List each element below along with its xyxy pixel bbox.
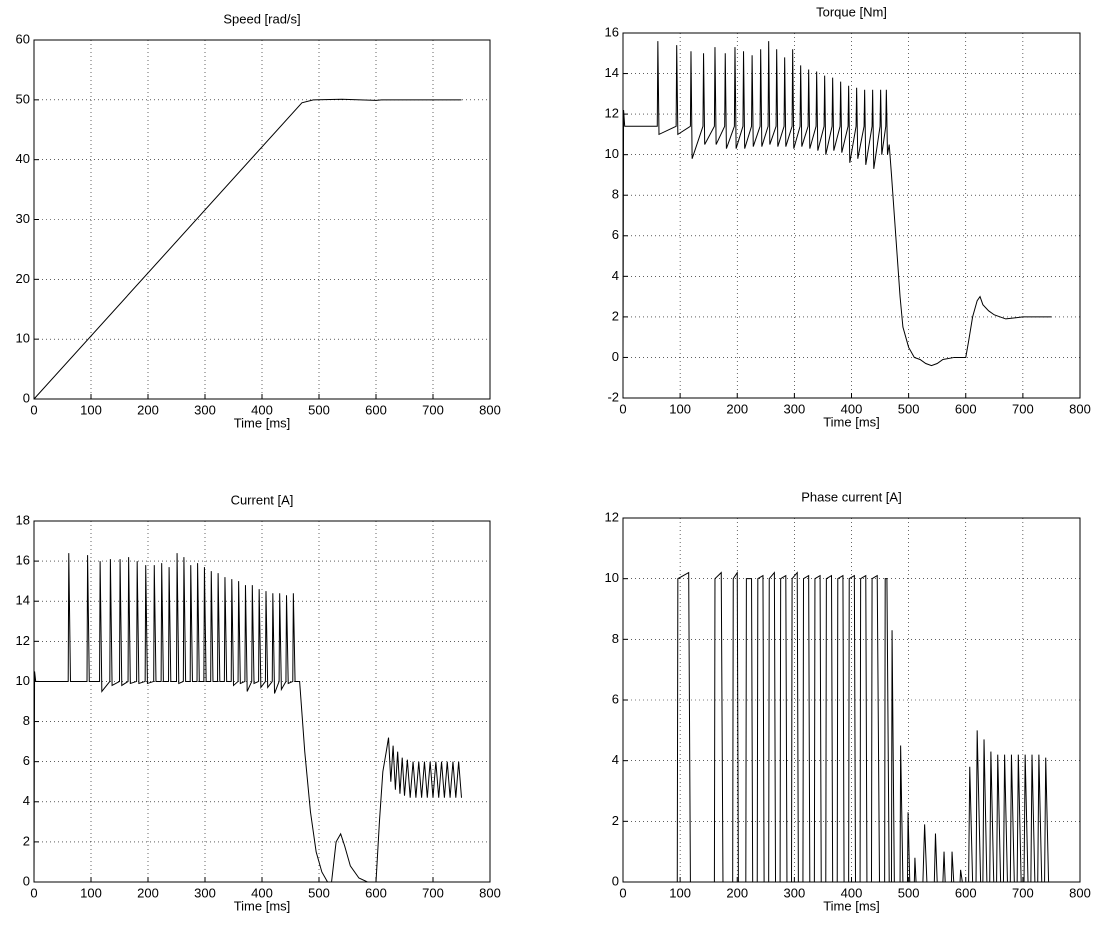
y-tick-label: 10 <box>605 570 619 585</box>
y-tick-label: 8 <box>23 713 30 728</box>
x-tick-label: 300 <box>784 401 806 416</box>
x-tick-label: 400 <box>251 402 273 417</box>
y-tick-label: 2 <box>23 833 30 848</box>
y-tick-label: 6 <box>612 227 619 242</box>
y-tick-label: 2 <box>612 813 619 828</box>
axes-box <box>622 32 1081 399</box>
y-tick-label: 10 <box>605 146 619 161</box>
x-tick-label: 200 <box>726 401 748 416</box>
x-axis-label: Time [ms] <box>823 414 880 429</box>
y-tick-label: 10 <box>16 331 30 346</box>
x-tick-label: 100 <box>80 885 102 900</box>
y-tick-label: 50 <box>16 91 30 106</box>
y-tick-label: 4 <box>612 752 619 767</box>
x-tick-label: 500 <box>308 402 330 417</box>
data-line <box>33 553 462 883</box>
x-tick-label: 300 <box>194 885 216 900</box>
x-tick-label: 600 <box>365 402 387 417</box>
y-tick-label: 12 <box>16 633 30 648</box>
y-tick-label: 14 <box>16 593 30 608</box>
x-tick-label: 300 <box>194 402 216 417</box>
y-tick-label: 12 <box>605 509 619 524</box>
y-tick-label: 20 <box>16 271 30 286</box>
y-tick-label: 16 <box>605 24 619 39</box>
y-tick-label: 0 <box>612 349 619 364</box>
data-line <box>33 98 462 400</box>
y-tick-label: 0 <box>612 873 619 888</box>
x-tick-label: 600 <box>365 885 387 900</box>
axes-box <box>622 517 1081 883</box>
y-tick-label: 10 <box>16 673 30 688</box>
x-tick-label: 800 <box>1069 401 1091 416</box>
x-axis-label: Time [ms] <box>234 898 291 913</box>
x-tick-label: 800 <box>479 885 501 900</box>
chart-title: Current [A] <box>231 492 294 507</box>
x-tick-label: 200 <box>726 885 748 900</box>
x-tick-label: 700 <box>1012 885 1034 900</box>
x-axis-label: Time [ms] <box>823 898 880 913</box>
x-tick-label: 300 <box>784 885 806 900</box>
y-tick-label: 0 <box>23 390 30 405</box>
x-tick-label: 400 <box>251 885 273 900</box>
x-tick-label: 800 <box>1069 885 1091 900</box>
y-tick-label: 8 <box>612 631 619 646</box>
x-tick-label: 200 <box>137 402 159 417</box>
x-tick-label: 100 <box>669 401 691 416</box>
x-tick-label: 0 <box>30 402 37 417</box>
axes-box <box>33 520 491 883</box>
y-tick-label: 0 <box>23 873 30 888</box>
y-tick-label: 30 <box>16 211 30 226</box>
y-tick-label: 18 <box>16 512 30 527</box>
x-tick-label: 600 <box>955 885 977 900</box>
y-tick-label: 4 <box>23 793 30 808</box>
y-tick-label: 12 <box>605 106 619 121</box>
y-tick-label: 4 <box>612 268 619 283</box>
x-axis-label: Time [ms] <box>234 415 291 430</box>
y-tick-label: 2 <box>612 308 619 323</box>
x-tick-label: 600 <box>955 401 977 416</box>
x-tick-label: 700 <box>422 885 444 900</box>
y-tick-label: 6 <box>23 753 30 768</box>
x-tick-label: 500 <box>308 885 330 900</box>
y-tick-label: 14 <box>605 65 619 80</box>
data-line <box>622 41 1052 367</box>
x-tick-label: 0 <box>619 885 626 900</box>
axes-box <box>33 39 491 400</box>
y-tick-label: 40 <box>16 151 30 166</box>
x-tick-label: 0 <box>30 885 37 900</box>
x-tick-label: 400 <box>841 401 863 416</box>
y-tick-label: 60 <box>16 31 30 46</box>
x-tick-label: 800 <box>479 402 501 417</box>
chart-title: Torque [Nm] <box>816 4 887 19</box>
y-tick-label: 16 <box>16 553 30 568</box>
x-tick-label: 400 <box>841 885 863 900</box>
x-tick-label: 100 <box>80 402 102 417</box>
x-tick-label: 100 <box>669 885 691 900</box>
x-tick-label: 500 <box>898 885 920 900</box>
chart-title: Phase current [A] <box>801 489 901 504</box>
y-tick-label: 6 <box>612 691 619 706</box>
x-tick-label: 700 <box>422 402 444 417</box>
y-tick-label: -2 <box>607 389 619 404</box>
chart-title: Speed [rad/s] <box>223 11 300 26</box>
y-tick-label: 8 <box>612 187 619 202</box>
x-tick-label: 500 <box>898 401 920 416</box>
x-tick-label: 700 <box>1012 401 1034 416</box>
x-tick-label: 0 <box>619 401 626 416</box>
x-tick-label: 200 <box>137 885 159 900</box>
